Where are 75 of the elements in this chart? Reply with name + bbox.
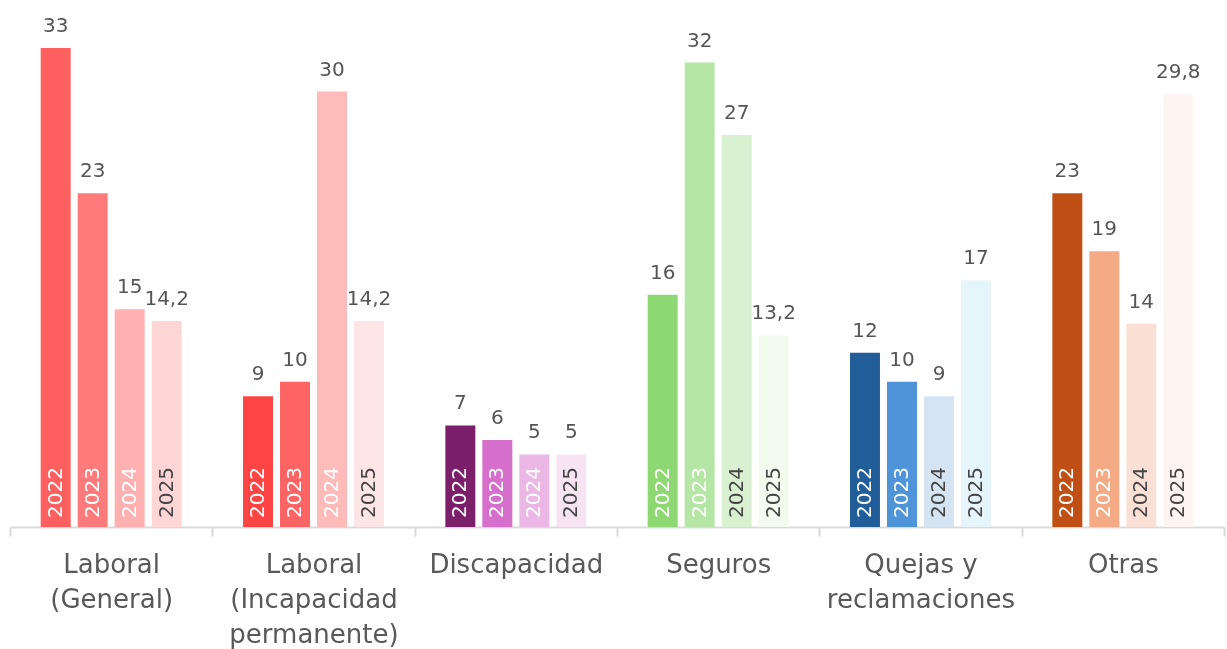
text: 2025	[558, 467, 583, 518]
bar	[758, 335, 789, 527]
x-tick-label: Quejas y reclamaciones	[826, 548, 1016, 614]
text: 2023	[79, 467, 104, 518]
x-tick-label: Otras	[1087, 548, 1159, 579]
bar	[961, 280, 991, 527]
bar	[317, 91, 347, 527]
bar	[684, 62, 715, 527]
text: 2023	[889, 467, 913, 518]
bar	[1126, 323, 1157, 527]
bar	[445, 425, 476, 527]
text: 2025	[760, 467, 785, 518]
bar	[1089, 251, 1120, 527]
data-label: 30	[319, 56, 345, 81]
data-label: 10	[282, 346, 308, 371]
bar	[850, 352, 880, 527]
bar	[1052, 193, 1083, 527]
data-label: 33	[42, 13, 69, 37]
bar	[243, 396, 273, 527]
bar	[114, 309, 145, 527]
bar	[280, 381, 310, 527]
bar	[354, 320, 384, 527]
bar	[887, 381, 917, 527]
data-label: 5	[527, 419, 541, 444]
text: 2022	[245, 467, 269, 518]
text: 2023	[1091, 467, 1116, 518]
text: 2022	[1054, 467, 1079, 518]
data-label: 14	[1128, 288, 1155, 313]
data-label: 6	[490, 404, 504, 429]
bar	[1163, 94, 1194, 527]
data-label: 27	[723, 100, 750, 125]
text: 2025	[1165, 467, 1190, 518]
data-label: 19	[1091, 216, 1118, 241]
bar	[721, 135, 752, 527]
text: 2025	[963, 467, 987, 518]
bar	[924, 396, 954, 527]
data-label: 32	[686, 27, 713, 52]
text: 2023	[686, 467, 711, 518]
data-label: 14,2	[144, 285, 189, 310]
text: 2024	[521, 467, 546, 518]
data-label: 9	[251, 361, 265, 386]
x-tick-label: Laboral (Incapacidad permanente)	[229, 548, 399, 649]
series-label: 2023	[484, 467, 509, 518]
data-label: 16	[649, 259, 676, 284]
series-label: 2024	[319, 467, 343, 518]
text: 2025	[153, 467, 178, 518]
data-label: 9	[932, 361, 946, 386]
x-tick-label: Laboral (General)	[50, 548, 174, 614]
bar	[40, 48, 71, 527]
text: 2022	[852, 467, 876, 518]
data-label: 5	[564, 419, 578, 444]
text: 2023	[282, 467, 306, 518]
text: 2024	[1128, 467, 1153, 518]
data-label: 14,2	[346, 285, 392, 310]
series-label: 2022	[447, 467, 472, 518]
data-label: 29,8	[1156, 59, 1201, 84]
text: 2024	[116, 467, 141, 518]
data-label: 23	[79, 158, 106, 183]
data-label: 23	[1054, 158, 1081, 183]
x-tick-label: Seguros	[666, 548, 772, 579]
text: 2022	[42, 467, 67, 518]
bar	[77, 193, 108, 527]
data-label: 15	[116, 274, 143, 299]
data-label: 13,2	[751, 300, 796, 325]
text: 2022	[649, 467, 674, 518]
data-label: 10	[889, 346, 915, 371]
data-label: 17	[963, 245, 989, 270]
x-tick-label: Discapacidad	[429, 548, 604, 579]
data-label: 12	[852, 317, 878, 342]
series-label: 2025	[356, 467, 380, 518]
text: 2024	[723, 467, 748, 518]
data-label: 7	[453, 390, 467, 415]
text: 2024	[926, 467, 950, 518]
bar	[151, 320, 182, 527]
bar	[647, 294, 678, 527]
